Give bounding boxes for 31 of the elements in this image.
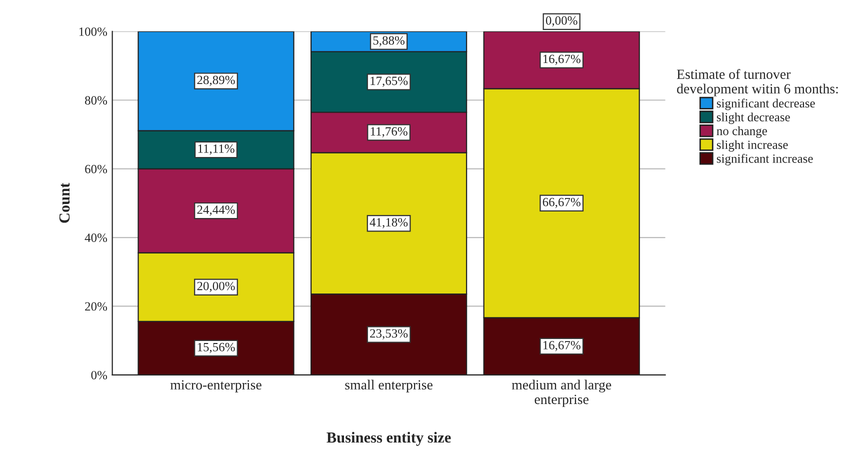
data-label: 11,76%	[370, 127, 408, 138]
y-tick-label: 80%	[85, 96, 108, 105]
x-axis-title: Business entity size	[326, 432, 451, 446]
data-label: 5,88%	[373, 36, 405, 46]
x-tick-label: micro-enterprise	[170, 380, 262, 392]
y-axis-title: Count	[59, 182, 70, 223]
legend-label: significant increase	[716, 154, 813, 166]
data-label: 16,67%	[543, 340, 580, 352]
x-tick-label: small enterprise	[345, 380, 432, 392]
data-label: 15,56%	[198, 342, 235, 354]
x-tick-label: medium and large enterprise	[512, 380, 612, 407]
y-tick-label: 40%	[84, 234, 108, 242]
legend-label: significant decrease	[716, 98, 815, 110]
data-label: 11,11%	[198, 144, 234, 155]
y-tick-label: 20%	[85, 302, 108, 311]
data-label: 17,65%	[370, 76, 408, 87]
legend-label: no change	[716, 126, 767, 138]
legend-label: slight decrease	[716, 112, 790, 124]
data-label: 16,67%	[543, 54, 580, 65]
y-tick-label: 0%	[91, 370, 108, 380]
data-label: 66,67%	[542, 198, 580, 208]
data-label: 0,00%	[546, 16, 578, 27]
y-tick-label: 60%	[85, 164, 108, 174]
legend-title: Estimate of turnover development witin 6 months:	[676, 69, 838, 96]
data-label: 41,18%	[370, 218, 408, 228]
data-label: 28,89%	[197, 76, 235, 86]
data-label: 24,44%	[197, 205, 235, 216]
y-tick-label: 100%	[79, 27, 108, 36]
legend-label: slight increase	[716, 140, 788, 152]
data-label: 23,53%	[370, 329, 408, 340]
data-label: 20,00%	[197, 282, 235, 292]
